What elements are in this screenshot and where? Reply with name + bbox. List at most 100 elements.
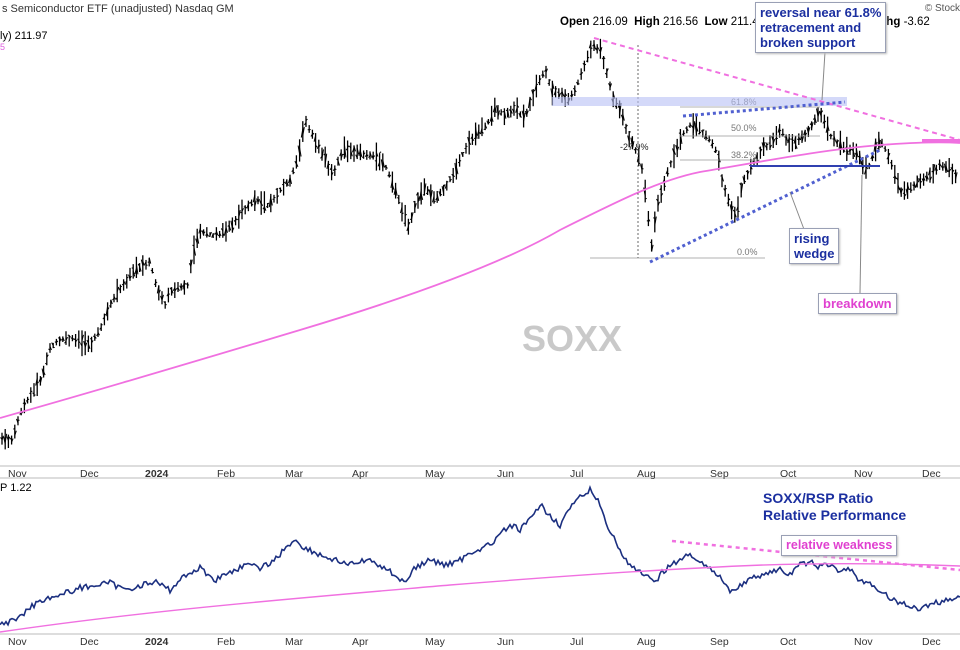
price-bar-open	[739, 182, 742, 186]
price-bar-close	[871, 154, 875, 159]
price-bar-close	[516, 105, 520, 108]
price-bar-open	[400, 206, 403, 214]
price-bar-open	[211, 233, 214, 238]
price-bar-close	[939, 163, 942, 167]
price-bar-open	[348, 145, 352, 149]
price-bar-close	[177, 287, 180, 291]
month-label: May	[425, 468, 445, 480]
price-bar-open	[368, 155, 371, 158]
price-bar-open	[355, 154, 358, 159]
price-bar-open	[892, 176, 896, 179]
price-bar-open	[819, 110, 822, 118]
price-bar-open	[38, 378, 41, 383]
price-bar-open	[812, 117, 816, 120]
price-bar-close	[622, 113, 625, 121]
price-bar-close	[129, 275, 132, 279]
price-bar-close	[276, 195, 280, 198]
price-bar-close	[817, 111, 820, 117]
price-bar-close	[501, 111, 503, 113]
price-bar-close	[593, 43, 596, 50]
price-bar-close	[497, 110, 500, 117]
price-bar-open	[851, 148, 854, 152]
price-bar-close	[692, 121, 696, 134]
price-bar-close	[539, 78, 542, 81]
price-bar-open	[508, 109, 512, 112]
price-bar-open	[374, 160, 377, 162]
price-bar-open	[937, 163, 940, 166]
price-bar-close	[343, 144, 347, 158]
price-bar-close	[599, 46, 603, 53]
price-bar-close	[270, 197, 273, 206]
price-bar-open	[918, 178, 921, 183]
price-bar-open	[131, 267, 134, 269]
price-bar-open	[380, 159, 384, 168]
price-bar-close	[417, 196, 420, 203]
pointer-line	[821, 51, 826, 101]
price-bar-open	[777, 126, 781, 133]
price-bar-open	[416, 192, 419, 196]
price-bar-close	[740, 183, 744, 194]
price-bar-close	[241, 208, 244, 212]
price-bar-close	[375, 152, 379, 157]
price-bar-open	[371, 154, 374, 159]
price-bar-open	[710, 143, 713, 147]
price-bar-close	[65, 336, 68, 341]
price-bar-close	[231, 227, 235, 232]
support-band	[552, 97, 847, 106]
price-bar-close	[481, 131, 484, 134]
price-bar-close	[27, 398, 30, 400]
price-bar-open	[44, 362, 48, 365]
price-bar-open	[377, 161, 381, 167]
price-bar-close	[667, 172, 670, 175]
price-bar-close	[673, 150, 676, 155]
price-bar-close	[209, 231, 212, 236]
price-bar-open	[352, 147, 355, 153]
price-bar-close	[747, 170, 750, 175]
ma-line	[0, 141, 960, 419]
price-bar-open	[150, 269, 153, 272]
price-bar-close	[212, 233, 215, 235]
month-label: Dec	[80, 468, 99, 480]
price-bar-close	[49, 346, 52, 351]
price-bar-close	[340, 153, 344, 159]
price-bar-open	[249, 200, 253, 204]
price-bar-open	[128, 274, 131, 280]
ratio-legend: P 1.22	[0, 482, 32, 494]
price-bar-close	[110, 299, 113, 305]
price-bar-open	[185, 282, 188, 285]
price-bar-open	[928, 169, 931, 176]
price-bar-close	[263, 206, 267, 211]
price-bar-open	[323, 153, 326, 156]
price-bar-close	[132, 270, 136, 277]
price-bar-open	[83, 340, 86, 347]
price-bar-close	[574, 89, 577, 93]
price-bar-close	[257, 198, 260, 203]
price-bar-open	[486, 120, 489, 125]
price-bar-close	[750, 166, 753, 170]
price-bar-open	[35, 377, 38, 386]
price-bar-open	[694, 122, 697, 134]
price-bar-open	[246, 203, 249, 209]
fib-label: 0.0%	[737, 247, 758, 257]
price-bar-close	[885, 149, 887, 151]
month-label: Nov	[854, 468, 873, 480]
price-bar-close	[846, 148, 849, 156]
month-label: May	[425, 636, 445, 648]
price-bar-open	[195, 238, 198, 244]
price-bar-close	[353, 146, 356, 152]
price-bar-close	[587, 56, 590, 59]
month-label: Feb	[217, 636, 236, 648]
price-bar-open	[816, 108, 819, 117]
month-label: Jul	[570, 636, 584, 648]
price-bar-open	[803, 129, 806, 136]
price-bar-open	[492, 107, 496, 113]
price-bar-open	[909, 188, 912, 191]
price-bar-open	[627, 135, 630, 143]
price-bar-close	[215, 230, 219, 236]
price-bar-close	[910, 189, 913, 192]
wedge-lower-line	[649, 148, 881, 264]
price-bar-close	[852, 150, 856, 157]
price-bar-close	[657, 201, 660, 206]
month-label: Feb	[217, 468, 236, 480]
price-bar-close	[155, 281, 158, 284]
